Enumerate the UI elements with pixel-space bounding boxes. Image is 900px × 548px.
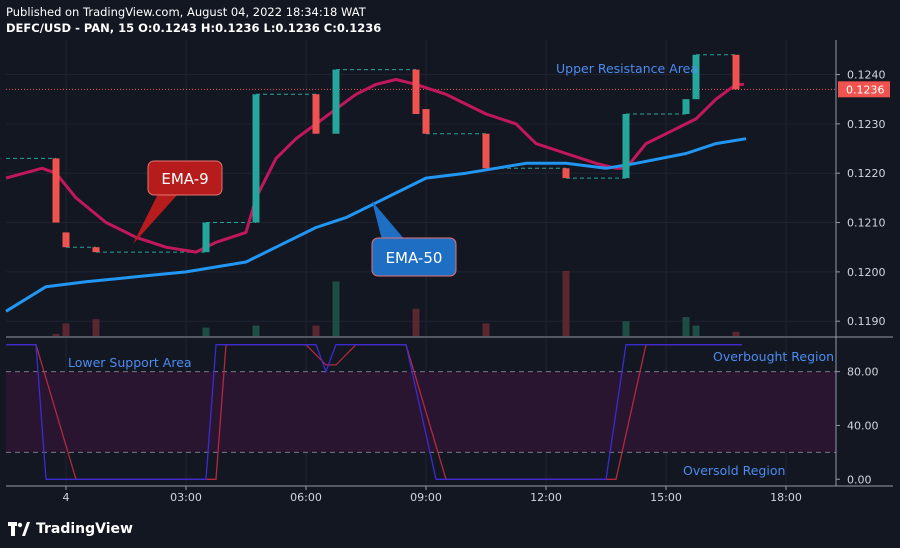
candle[interactable] [482, 133, 490, 169]
candle[interactable] [312, 94, 320, 134]
published-caption: Published on TradingView.com, August 04,… [6, 5, 366, 19]
ema9-callout-label: EMA-9 [161, 170, 208, 188]
candle[interactable] [412, 69, 420, 114]
candle[interactable] [252, 94, 260, 223]
last-price-tag-bg [838, 81, 890, 98]
last-price-tag: 0.1236 [838, 81, 890, 98]
candle[interactable] [202, 222, 210, 253]
price-pane[interactable]: EMA-9 EMA-50 Upper Resistance Area [5, 40, 836, 336]
candle[interactable] [332, 69, 340, 134]
price-tick-label: 0.1220 [847, 167, 886, 180]
ema50-callout-pointer [372, 201, 405, 240]
stoch-tick-label: 80.00 [847, 366, 879, 379]
price-tick-label: 0.1230 [847, 118, 886, 131]
brand-name: TradingView [36, 521, 133, 537]
price-tick-label: 0.1240 [847, 69, 886, 82]
volume-bar [562, 270, 570, 336]
volume-bar [412, 308, 420, 336]
volume-bar [692, 325, 700, 336]
candle[interactable] [562, 168, 570, 179]
oversold-region-label: Oversold Region [683, 463, 785, 478]
stochastic-pane[interactable]: Lower Support Area Overbought Region Overs… [6, 338, 836, 486]
price-tick-label: 0.1210 [847, 217, 886, 230]
overbought-region-label: Overbought Region [713, 349, 834, 364]
volume-bar [252, 325, 260, 336]
time-tick-label: 06:00 [290, 491, 322, 504]
volume-bar [482, 323, 490, 336]
candle[interactable] [682, 99, 690, 114]
volume-bar [682, 317, 690, 336]
volume-bar [52, 333, 60, 336]
ema50-callout-box [371, 237, 457, 277]
upper-resistance-label: Upper Resistance Area [556, 61, 698, 76]
price-tick-label: 0.1200 [847, 266, 886, 279]
candle[interactable] [62, 232, 70, 248]
ema50-callout: EMA-50 [371, 201, 457, 277]
volume-bar [92, 319, 100, 336]
candle[interactable] [422, 109, 430, 134]
ema50-callout-label: EMA-50 [386, 249, 443, 267]
stoch-tick-label: 0.00 [847, 473, 872, 486]
ema9-callout-box [147, 160, 223, 196]
candle[interactable] [692, 54, 700, 100]
ema9-line[interactable] [5, 78, 744, 254]
last-price-tag-label: 0.1236 [846, 83, 885, 96]
ema50-line[interactable] [5, 137, 747, 313]
lower-support-label: Lower Support Area [68, 355, 192, 370]
price-tick-label: 0.1190 [847, 315, 886, 328]
ema9-callout: EMA-9 [133, 160, 223, 244]
volume-bar [202, 327, 210, 336]
candle[interactable] [622, 114, 630, 179]
ema9-callout-pointer [133, 194, 178, 244]
volume-bar [312, 325, 320, 336]
time-tick-label: 18:00 [770, 491, 802, 504]
candle[interactable] [92, 247, 100, 253]
time-tick-label: 03:00 [170, 491, 202, 504]
tradingview-logo-icon [8, 521, 30, 537]
time-tick-label: 09:00 [410, 491, 442, 504]
time-tick-label: 15:00 [650, 491, 682, 504]
ohlc-values: O:0.1243 H:0.1236 L:0.1236 C:0.1236 [138, 21, 382, 35]
volume-bar [732, 331, 740, 336]
volume-bar [332, 281, 340, 336]
candle[interactable] [732, 54, 740, 90]
time-tick-label: 4 [63, 491, 70, 504]
stoch-fast-line[interactable] [6, 344, 742, 480]
symbol-ohlc-legend: DEFC/USD - PAN, 15 O:0.1243 H:0.1236 L:0… [6, 21, 381, 35]
volume-bar [62, 323, 70, 336]
tradingview-brand[interactable]: TradingView [8, 521, 133, 537]
candle[interactable] [52, 158, 60, 223]
volume-bar [622, 321, 630, 336]
stoch-tick-label: 40.00 [847, 419, 879, 432]
time-tick-label: 12:00 [530, 491, 562, 504]
symbol-label[interactable]: DEFC/USD - PAN, 15 [6, 21, 135, 35]
axes: 0.1190 0.1200 0.1210 0.1220 0.1230 0.1240 0.00… [6, 40, 893, 504]
